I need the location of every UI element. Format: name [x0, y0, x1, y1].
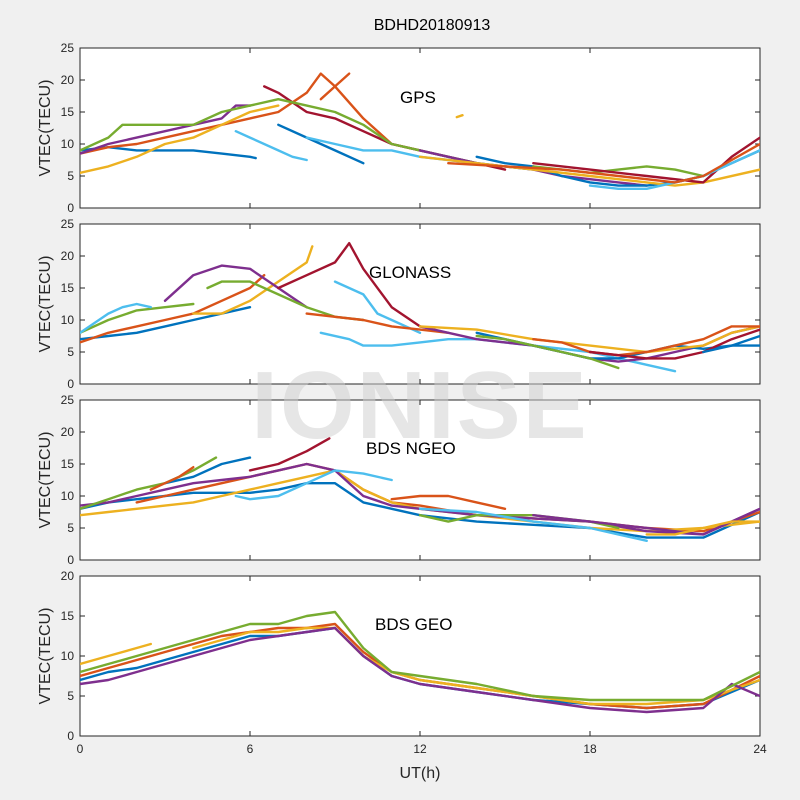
x-tick-label: 6: [247, 742, 254, 756]
series-line-5: [80, 302, 195, 334]
watermark-text: IONISE: [251, 352, 588, 459]
y-tick-label: 25: [61, 393, 75, 407]
series-group: [80, 241, 760, 373]
y-tick-label: 15: [61, 609, 75, 623]
y-tick-label: 5: [67, 345, 74, 359]
series-line-9: [149, 466, 195, 491]
series-line-7: [234, 469, 393, 501]
series-line-2: [80, 274, 266, 344]
y-tick-label: 10: [61, 649, 75, 663]
y-tick-label: 15: [61, 281, 75, 295]
series-group: [80, 437, 760, 542]
y-tick-label: 25: [61, 217, 75, 231]
y-tick-label: 20: [61, 569, 75, 583]
series-line-10: [305, 312, 450, 334]
y-axis-label: VTEC(TECU): [37, 432, 54, 529]
series-line-14: [418, 325, 760, 354]
panel-2: 0 5 10 15 20 25 VTEC(TECU) GLONASS: [37, 217, 761, 391]
x-axis-label: UT(h): [400, 765, 441, 782]
series-line-15: [475, 334, 620, 370]
series-line-5: [80, 626, 760, 714]
y-tick-label: 10: [61, 489, 75, 503]
y-tick-label: 10: [61, 137, 75, 151]
series-line-9: [319, 72, 351, 101]
series-line-8: [333, 280, 422, 334]
series-line-16: [532, 325, 760, 357]
series-line-8: [163, 456, 252, 485]
y-tick-label: 10: [61, 313, 75, 327]
series-line-6: [234, 129, 308, 162]
y-tick-label: 0: [67, 553, 74, 567]
series-line-6: [248, 437, 331, 472]
panel-4: 0 5 10 15 20 0 6 12 18 24 VTEC(TECU) BDS GEO: [37, 569, 767, 756]
series-line-3: [80, 642, 153, 666]
y-axis-label: VTEC(TECU): [37, 256, 54, 353]
panel-label: BDS NGEO: [366, 439, 456, 458]
series-line-14: [645, 520, 760, 536]
series-group: [80, 72, 760, 191]
y-tick-label: 20: [61, 73, 75, 87]
series-line-7: [277, 241, 422, 328]
y-tick-label: 5: [67, 689, 74, 703]
series-line-13: [532, 507, 760, 536]
x-tick-label: 24: [753, 742, 767, 756]
series-line-5: [80, 104, 252, 152]
panel-label: GPS: [400, 88, 436, 107]
x-tick-label: 0: [77, 742, 84, 756]
y-tick-label: 15: [61, 105, 75, 119]
y-tick-label: 20: [61, 249, 75, 263]
x-tick-label: 12: [413, 742, 427, 756]
series-group: [80, 610, 760, 714]
panel-label: BDS GEO: [375, 615, 452, 634]
y-axis-label: VTEC(TECU): [37, 80, 54, 177]
y-tick-label: 0: [67, 377, 74, 391]
series-line-3: [80, 104, 280, 175]
series-line-18: [447, 142, 760, 184]
series-line-4: [163, 264, 308, 309]
y-tick-label: 25: [61, 41, 75, 55]
series-line-4: [80, 104, 252, 155]
y-tick-label: 5: [67, 521, 74, 535]
series-line-2: [80, 72, 422, 155]
series-line-6: [80, 302, 153, 334]
series-line-16: [532, 136, 760, 184]
panel-3: 0 5 10 15 20 25 VTEC(TECU) BDS NGEO: [37, 393, 761, 567]
chart-title: BDHD20180913: [374, 17, 491, 34]
series-line-17: [588, 328, 760, 360]
series-line-3: [192, 245, 314, 315]
y-tick-label: 20: [61, 425, 75, 439]
panel-label: GLONASS: [369, 263, 451, 282]
series-line-12: [418, 507, 648, 542]
series-line-5: [80, 456, 218, 510]
series-line-10: [390, 494, 507, 510]
y-tick-label: 0: [67, 201, 74, 215]
y-tick-label: 5: [67, 169, 74, 183]
y-axis-label: VTEC(TECU): [37, 608, 54, 705]
series-line-19: [455, 113, 464, 119]
series-line-18: [702, 334, 760, 354]
y-tick-label: 0: [67, 729, 74, 743]
series-line-6: [80, 610, 760, 702]
y-tick-label: 15: [61, 457, 75, 471]
series-line-8: [277, 123, 365, 165]
x-tick-label: 18: [583, 742, 597, 756]
panel-1: 0 5 10 15 20 25 VTEC(TECU) GPS: [37, 41, 761, 215]
